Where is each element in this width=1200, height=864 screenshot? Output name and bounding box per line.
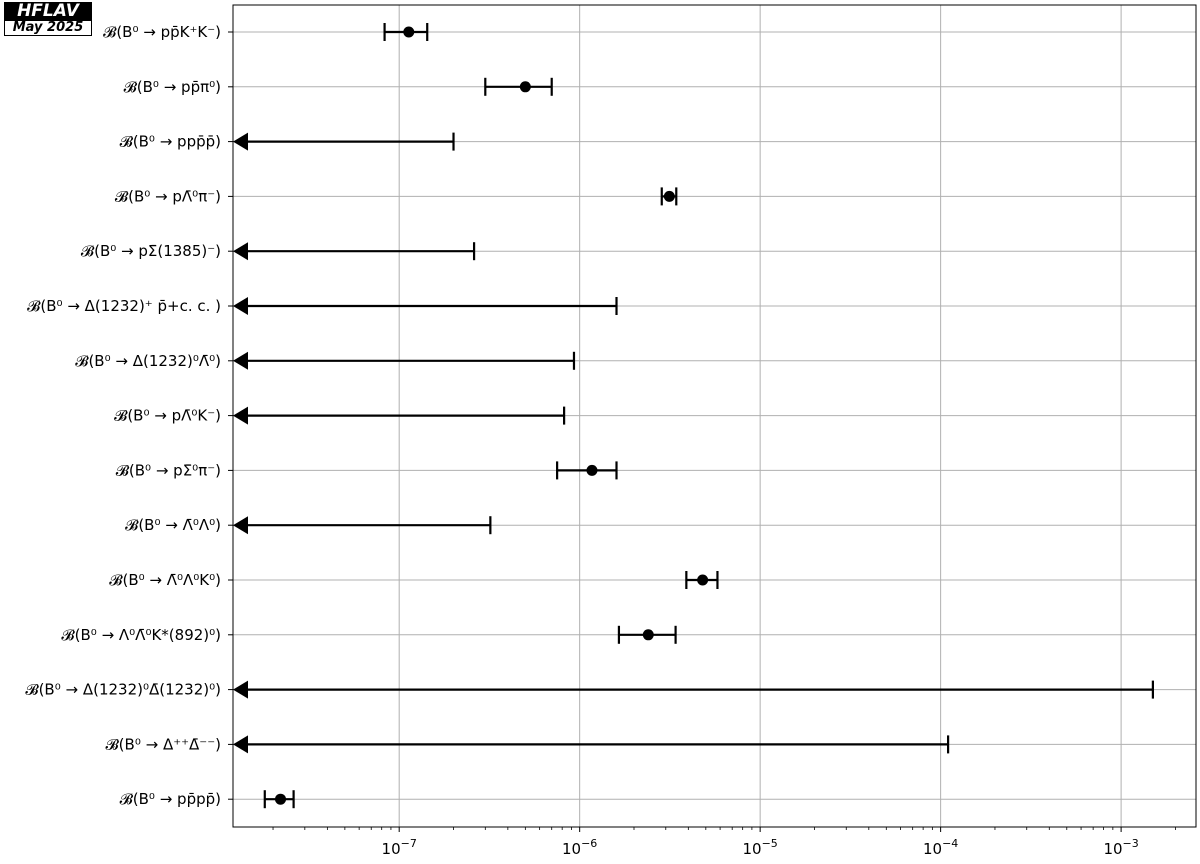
row-label: 𝓑(B⁰ → pΣ̄(1385)⁻) <box>81 242 221 260</box>
plot-frame <box>232 4 1197 828</box>
central-value-point <box>697 574 709 586</box>
upper-limit-arrow <box>233 242 248 261</box>
row-label: 𝓑(B⁰ → pp̄pp̄) <box>120 790 221 808</box>
central-value-point <box>663 190 675 202</box>
upper-limit-arrow <box>233 680 248 699</box>
x-tick-label: 10−3 <box>1103 837 1138 858</box>
row-label: 𝓑(B⁰ → pΛ̄⁰π⁻) <box>115 187 221 205</box>
row-label: 𝓑(B⁰ → pp̄K⁺K⁻) <box>103 23 221 41</box>
logo-name: HFLAV <box>4 2 92 20</box>
row-label: 𝓑(B⁰ → ppp̄p̄) <box>120 133 221 151</box>
row-label: 𝓑(B⁰ → Δ(1232)⁰Λ̄⁰) <box>75 352 221 370</box>
row-label: 𝓑(B⁰ → Δ(1232)⁺ p̄+c. c. ) <box>27 297 221 315</box>
upper-limit-arrow <box>233 406 248 425</box>
x-tick-exponent: −6 <box>581 837 597 850</box>
x-tick-label: 10−7 <box>382 837 417 858</box>
central-value-point <box>519 81 531 93</box>
upper-limit-arrow <box>233 516 248 535</box>
x-tick-exponent: −3 <box>1123 837 1139 850</box>
x-tick-exponent: −4 <box>942 837 958 850</box>
x-tick-base: 10 <box>382 840 401 858</box>
x-tick-label: 10−6 <box>562 837 597 858</box>
hflav-logo: HFLAV May 2025 <box>4 2 92 36</box>
data-marks <box>233 23 1154 809</box>
central-value-point <box>403 26 415 38</box>
x-tick-exponent: −5 <box>762 837 778 850</box>
x-tick-base: 10 <box>1103 840 1122 858</box>
row-label: 𝓑(B⁰ → Λ̄⁰Λ⁰) <box>125 516 221 534</box>
upper-limit-arrow <box>233 132 248 151</box>
x-tick-base: 10 <box>742 840 761 858</box>
x-tick-label: 10−4 <box>923 837 958 858</box>
central-value-point <box>586 464 598 476</box>
upper-limit-arrow <box>233 351 248 370</box>
central-value-point <box>642 629 654 641</box>
row-label: 𝓑(B⁰ → Λ⁰Λ̄⁰K*(892)⁰) <box>61 626 221 644</box>
upper-limit-arrow <box>233 297 248 315</box>
x-tick-label: 10−5 <box>742 837 777 858</box>
x-axis-ticks: 10−7 10−6 10−5 10−4 10−3 <box>272 827 1176 858</box>
row-label: 𝓑(B⁰ → Λ̄⁰Λ⁰K⁰) <box>109 571 221 589</box>
upper-limit-arrow <box>233 735 248 754</box>
x-tick-base: 10 <box>562 840 581 858</box>
row-label: 𝓑(B⁰ → Δ(1232)⁰Δ̄(1232)⁰) <box>25 681 221 699</box>
logo-date: May 2025 <box>4 20 92 36</box>
row-label: 𝓑(B⁰ → Δ⁺⁺Δ̄⁻⁻) <box>105 735 221 753</box>
central-value-point <box>275 793 287 805</box>
row-label: 𝓑(B⁰ → pΣ̄⁰π⁻) <box>116 461 221 479</box>
x-tick-base: 10 <box>923 840 942 858</box>
row-labels: 𝓑(B⁰ → pp̄K⁺K⁻) 𝓑(B⁰ → pp̄π⁰) 𝓑(B⁰ → ppp̄p… <box>25 23 221 808</box>
row-label: 𝓑(B⁰ → pΛ̄⁰K⁻) <box>114 407 221 425</box>
row-label: 𝓑(B⁰ → pp̄π⁰) <box>124 78 221 96</box>
x-tick-exponent: −7 <box>401 837 417 850</box>
